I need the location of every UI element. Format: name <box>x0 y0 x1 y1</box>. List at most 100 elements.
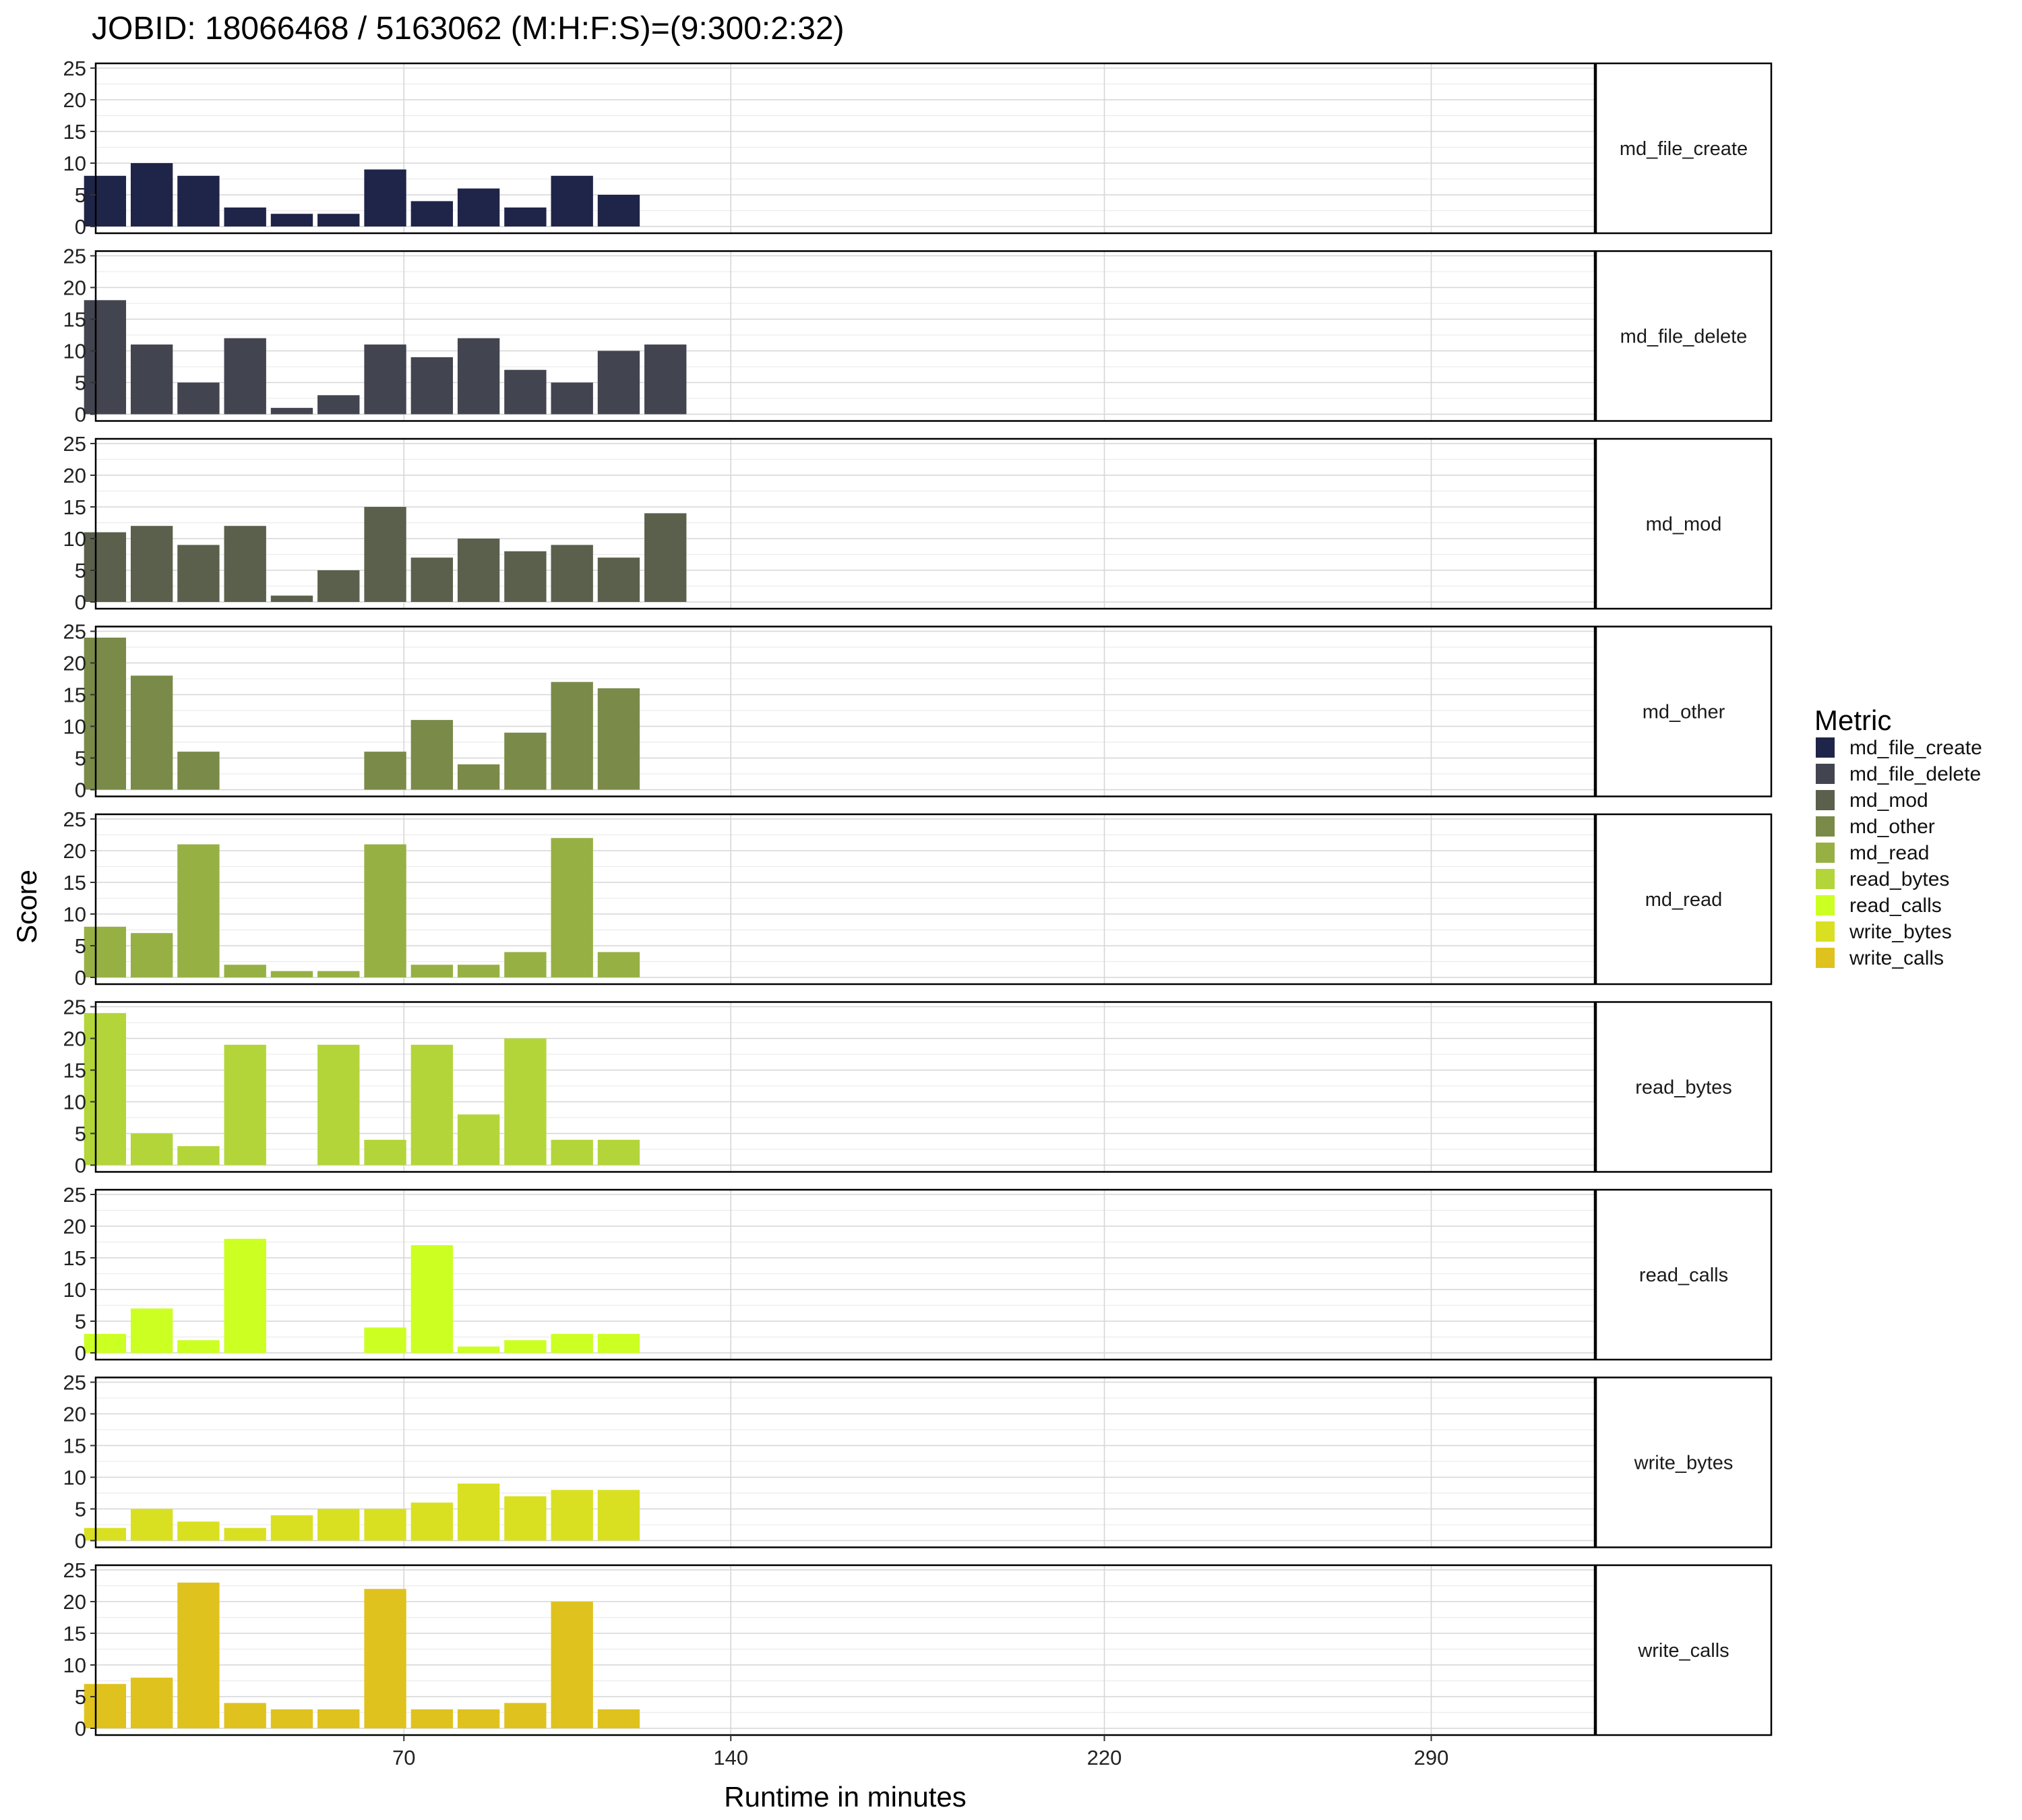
y-tick-label: 25 <box>63 996 86 1019</box>
facet-strip-label: md_other <box>1643 702 1725 723</box>
bar-md_read-6 <box>364 844 406 977</box>
y-tick-label: 5 <box>75 1122 86 1146</box>
legend-swatch-md_mod <box>1816 790 1835 810</box>
bar-read_bytes-3 <box>224 1044 266 1165</box>
panel-border <box>94 813 1596 985</box>
bar-md_file_delete-4 <box>270 408 313 415</box>
facet-strip-label: md_file_delete <box>1620 326 1748 348</box>
bar-md_other-1 <box>130 675 173 790</box>
y-tick-label: 10 <box>63 903 86 926</box>
bar-md_file_delete-6 <box>364 344 406 415</box>
facet-strip-label: read_bytes <box>1635 1077 1732 1099</box>
bar-read_calls-2 <box>177 1340 220 1353</box>
facet-strip <box>1595 250 1773 422</box>
bar-md_other-2 <box>177 752 220 790</box>
bar-md_other-0 <box>84 637 127 790</box>
y-tick-label: 5 <box>75 183 86 207</box>
y-tick-label: 10 <box>63 1466 86 1490</box>
facet-panel-read_calls: 0 5 10 15 20 25 read_calls <box>63 1183 1773 1365</box>
y-tick-label: 5 <box>75 559 86 582</box>
x-tick-label: 290 <box>1414 1746 1449 1769</box>
bar-read_bytes-2 <box>177 1146 220 1165</box>
y-tick-label: 20 <box>63 88 86 112</box>
bar-md_mod-2 <box>177 545 220 602</box>
bar-write_bytes-10 <box>551 1490 593 1541</box>
bar-read_bytes-0 <box>84 1012 127 1165</box>
bar-md_read-9 <box>504 952 547 977</box>
bar-md_file_create-4 <box>270 214 313 226</box>
y-tick-label: 0 <box>75 966 86 990</box>
facet-strip <box>1595 1001 1773 1173</box>
bar-write_calls-10 <box>551 1602 593 1728</box>
bar-write_calls-9 <box>504 1703 547 1728</box>
bar-read_calls-6 <box>364 1327 406 1353</box>
bar-md_file_delete-11 <box>597 351 640 415</box>
legend-label-md_read: md_read <box>1849 842 1929 864</box>
y-tick-label: 20 <box>63 1590 86 1614</box>
legend-label-md_file_delete: md_file_delete <box>1849 763 1981 785</box>
facet-strip <box>1595 1376 1773 1548</box>
legend-swatch-write_calls <box>1816 948 1835 968</box>
legend-swatch-md_read <box>1816 843 1835 863</box>
facet-panel-write_calls: 0 5 10 15 20 25 write_calls <box>63 1558 1773 1740</box>
y-tick-label: 5 <box>75 1498 86 1521</box>
x-tick-label: 70 <box>392 1746 415 1769</box>
y-tick-label: 15 <box>63 1059 86 1083</box>
bar-md_file_delete-12 <box>644 344 687 415</box>
bar-md_mod-1 <box>130 526 173 602</box>
bar-md_file_delete-2 <box>177 382 220 415</box>
bar-md_file_delete-3 <box>224 338 266 415</box>
bar-md_file_create-3 <box>224 207 266 226</box>
y-tick-label: 5 <box>75 371 86 395</box>
legend-swatch-md_other <box>1816 816 1835 837</box>
y-tick-label: 10 <box>63 340 86 363</box>
y-axis-label: Score <box>11 870 42 944</box>
y-tick-label: 25 <box>63 245 86 268</box>
y-tick-label: 15 <box>63 308 86 332</box>
facet-strip-label: write_calls <box>1637 1640 1729 1662</box>
bar-md_file_create-2 <box>177 175 220 226</box>
bar-write_calls-6 <box>364 1589 406 1728</box>
bar-read_bytes-1 <box>130 1133 173 1165</box>
y-tick-label: 10 <box>63 1278 86 1302</box>
bar-md_read-11 <box>597 952 640 977</box>
bar-md_mod-8 <box>457 539 500 602</box>
y-tick-label: 25 <box>63 1183 86 1207</box>
bar-md_file_create-9 <box>504 207 547 226</box>
bar-write_calls-0 <box>84 1684 127 1728</box>
bar-md_file_delete-7 <box>410 357 454 415</box>
bar-read_calls-11 <box>597 1333 640 1353</box>
bar-md_file_delete-0 <box>84 300 127 415</box>
bar-md_mod-11 <box>597 557 640 602</box>
bar-md_file_delete-8 <box>457 338 500 415</box>
bar-md_mod-12 <box>644 513 687 602</box>
facet-panel-md_file_delete: 0 5 10 15 20 25 md_file_delete <box>63 245 1773 427</box>
y-tick-label: 15 <box>63 871 86 894</box>
y-tick-label: 20 <box>63 1403 86 1426</box>
bar-write_bytes-3 <box>224 1527 266 1541</box>
bar-md_mod-7 <box>410 557 454 602</box>
bar-read_bytes-10 <box>551 1139 593 1165</box>
bar-read_bytes-8 <box>457 1114 500 1165</box>
bar-md_read-8 <box>457 965 500 977</box>
bar-write_bytes-9 <box>504 1496 547 1541</box>
bar-md_read-2 <box>177 844 220 977</box>
bar-read_calls-7 <box>410 1245 454 1353</box>
y-tick-label: 10 <box>63 1091 86 1114</box>
y-tick-label: 0 <box>75 1717 86 1740</box>
y-tick-label: 5 <box>75 1310 86 1333</box>
bar-read_calls-1 <box>130 1308 173 1353</box>
bar-md_mod-3 <box>224 526 266 602</box>
panel-border <box>94 437 1596 610</box>
facet-panel-read_bytes: 0 5 10 15 20 25 read_bytes <box>63 996 1773 1178</box>
facet-strip <box>1595 1564 1773 1736</box>
bar-read_bytes-6 <box>364 1139 406 1165</box>
y-tick-label: 15 <box>63 1246 86 1270</box>
bar-write_bytes-7 <box>410 1503 454 1541</box>
facet-strip <box>1595 437 1773 610</box>
panel-border <box>94 1001 1596 1173</box>
y-tick-label: 15 <box>63 1434 86 1458</box>
facet-strip-label: md_read <box>1645 889 1722 911</box>
bar-read_bytes-11 <box>597 1139 640 1165</box>
